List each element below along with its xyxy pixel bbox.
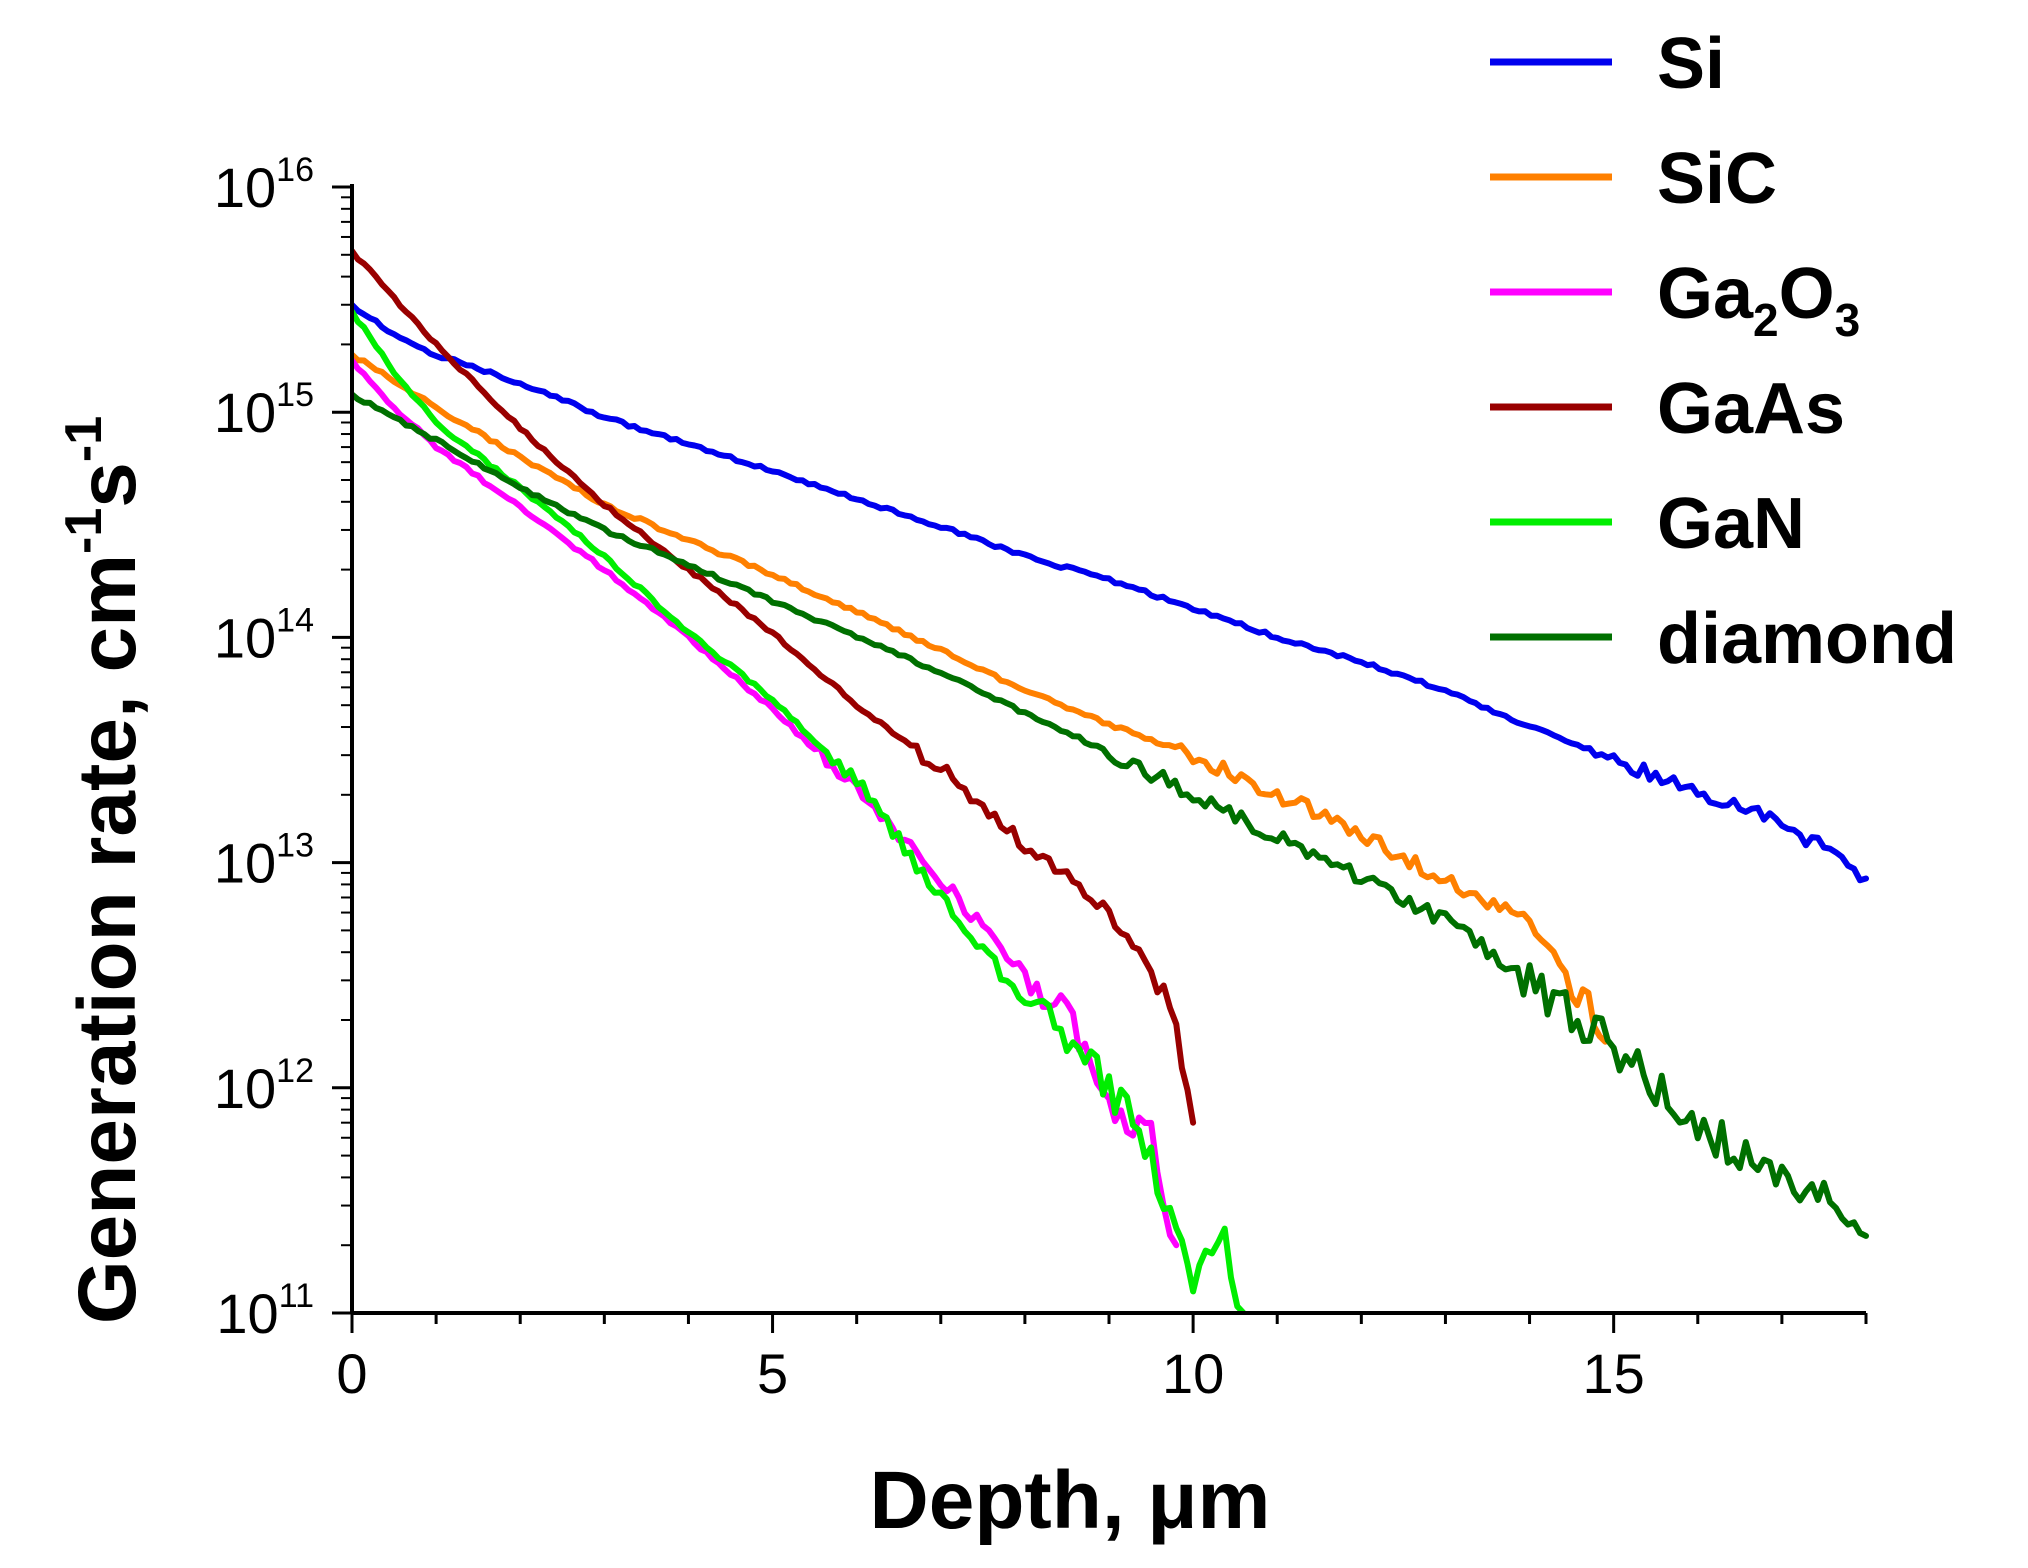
y-tick-exp: 15 [276, 376, 314, 414]
legend-text-part: diamond [1657, 599, 1957, 679]
y-tick-base: 10 [214, 832, 276, 895]
legend-label-diamond: diamond [1657, 599, 1957, 679]
legend-text-part: O [1779, 254, 1835, 334]
y-tick-label: 1011 [216, 1277, 314, 1345]
y-tick-exp: 11 [279, 1277, 314, 1315]
x-tick-label: 15 [1583, 1342, 1645, 1405]
series-line-ga2o3 [352, 357, 1180, 1249]
y-tick-base: 10 [216, 1282, 278, 1345]
legend-label-sic: SiC [1657, 139, 1777, 219]
y-tick-label: 1012 [214, 1052, 314, 1120]
y-tick-base: 10 [214, 156, 276, 219]
series-line-gaas [352, 248, 1197, 1126]
y-axis-title-exp1: -1 [55, 508, 113, 554]
y-axis-title-mid: s [62, 462, 153, 508]
series-line-sic [352, 351, 1609, 1045]
legend-text-part: SiC [1657, 139, 1777, 219]
y-tick-label: 1013 [214, 827, 314, 895]
legend-subscript: 3 [1835, 294, 1861, 346]
series-line-si [352, 301, 1869, 884]
y-axis-title: Generation rate, cm-1s-1 [55, 416, 153, 1324]
legend-label-ga2o3: Ga2O3 [1657, 254, 1860, 346]
y-tick-exp: 13 [276, 827, 314, 865]
y-tick-exp: 16 [276, 151, 314, 189]
x-tick-label: 10 [1162, 1342, 1224, 1405]
x-tick-label: 5 [757, 1342, 788, 1405]
series-line-diamond [352, 391, 1869, 1239]
y-tick-label: 1014 [214, 601, 314, 669]
legend-subscript: 2 [1753, 294, 1779, 346]
legend-label-gaas: GaAs [1657, 369, 1845, 449]
y-axis-title-main: Generation rate, cm [62, 554, 153, 1324]
y-tick-exp: 12 [276, 1052, 314, 1090]
series-group [352, 248, 1869, 1313]
series-line-gan [352, 308, 1247, 1313]
y-axis-title-exp2: -1 [55, 416, 113, 462]
legend-label-si: Si [1657, 24, 1725, 104]
y-tick-label: 1016 [214, 151, 314, 219]
plot-area [352, 248, 1869, 1313]
legend-text-part: GaAs [1657, 369, 1845, 449]
legend-text-part: Si [1657, 24, 1725, 104]
legend-label-gan: GaN [1657, 484, 1805, 564]
y-tick-base: 10 [214, 381, 276, 444]
legend-text-part: GaN [1657, 484, 1805, 564]
y-tick-label: 1015 [214, 376, 314, 444]
y-tick-base: 10 [214, 606, 276, 669]
legend: Si SiC Ga2O3 GaAs GaN diamond [1490, 24, 1957, 679]
legend-text-part: Ga [1657, 254, 1754, 334]
y-tick-exp: 14 [276, 601, 314, 639]
x-tick-label: 0 [336, 1342, 367, 1405]
y-tick-base: 10 [214, 1057, 276, 1120]
x-axis-title: Depth, μm [870, 1455, 1271, 1546]
